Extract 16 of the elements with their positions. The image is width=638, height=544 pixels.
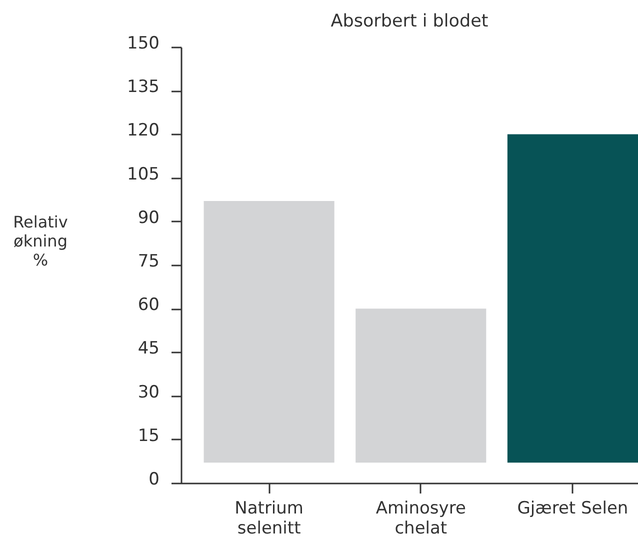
- y-tick-label: 150: [127, 34, 160, 54]
- y-tick-label: 135: [127, 77, 160, 98]
- y-tick-label: 120: [127, 120, 160, 141]
- chart-title: Absorbert i blodet: [330, 12, 488, 32]
- x-tick-label: Aminosyre chelat: [376, 498, 466, 538]
- y-tick-label: 90: [138, 208, 160, 228]
- y-tick-label: 75: [138, 252, 160, 272]
- y-tick-label: 0: [148, 470, 160, 490]
- x-tick-label: Natrium selenitt: [234, 498, 304, 538]
- y-tick-label: 15: [138, 426, 160, 446]
- y-tick-label: 60: [138, 295, 160, 316]
- y-axis-title: Relativ økning %: [13, 212, 68, 270]
- x-tick-label: Gjæret Selen: [517, 498, 628, 518]
- y-tick-label: 45: [138, 338, 160, 359]
- y-tick-label: 105: [127, 164, 160, 184]
- y-tick-label: 30: [138, 382, 160, 402]
